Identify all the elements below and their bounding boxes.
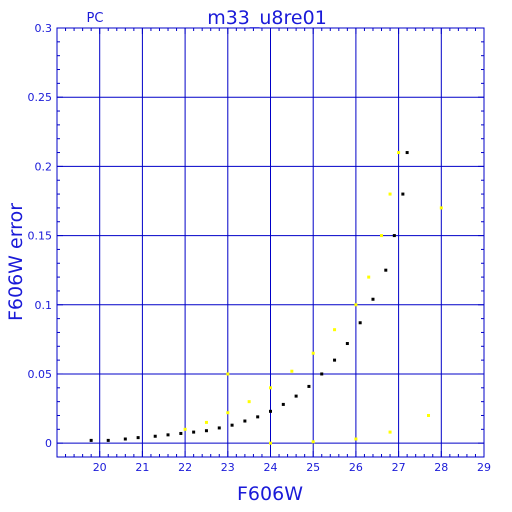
yellow-data-point — [183, 427, 187, 431]
y-tick-label: 0 — [45, 437, 52, 450]
black-data-point — [204, 429, 208, 433]
yellow-data-point — [354, 303, 358, 307]
yellow-data-point — [269, 386, 272, 390]
yellow-data-point — [367, 275, 371, 279]
black-data-point — [106, 438, 110, 442]
yellow-data-point — [247, 400, 251, 404]
black-data-point — [89, 438, 93, 442]
black-data-point — [307, 384, 311, 388]
data-points — [89, 151, 443, 445]
y-axis-label: F606W error — [5, 203, 27, 321]
tick-marks — [56, 27, 485, 457]
x-tick-label: 28 — [434, 461, 448, 474]
black-data-point — [401, 192, 405, 196]
yellow-data-point — [388, 430, 392, 434]
black-data-point — [281, 402, 285, 406]
x-tick-label: 23 — [221, 461, 235, 474]
x-tick-label: 29 — [477, 461, 491, 474]
y-tick-label: 0.3 — [35, 22, 53, 35]
black-data-point — [371, 297, 375, 301]
tick-labels: 20 21 22 23 24 25 26 27 28 29 0 0.05 0.1 0.15 0.2 0.25 0… — [28, 22, 492, 474]
y-tick-label: 0.15 — [28, 230, 53, 243]
x-tick-label: 21 — [135, 461, 149, 474]
black-data-point — [320, 372, 324, 376]
yellow-data-point — [226, 411, 230, 415]
yellow-data-point — [380, 234, 384, 238]
corner-label: PC — [87, 11, 104, 26]
yellow-data-point — [311, 351, 315, 355]
yellow-data-point — [204, 420, 208, 424]
black-data-point — [166, 433, 170, 437]
black-data-point — [192, 430, 196, 434]
black-data-point — [243, 419, 247, 423]
y-tick-label: 0.05 — [28, 368, 53, 381]
yellow-data-point — [226, 372, 230, 376]
black-data-point — [269, 409, 272, 413]
black-data-point — [358, 321, 362, 325]
black-data-point — [384, 268, 388, 272]
x-axis-label: F606W — [237, 483, 303, 505]
yellow-data-point — [354, 437, 358, 441]
black-data-point — [405, 151, 409, 155]
yellow-data-point — [269, 441, 272, 445]
yellow-data-point — [426, 413, 430, 417]
x-tick-label: 25 — [306, 461, 320, 474]
yellow-data-point — [388, 192, 392, 196]
black-data-point — [230, 423, 234, 427]
y-tick-label: 0.25 — [28, 91, 53, 104]
y-tick-label: 0.2 — [35, 160, 53, 173]
x-tick-label: 27 — [392, 461, 406, 474]
black-data-point — [333, 358, 337, 362]
black-data-point — [136, 436, 140, 440]
black-data-point — [294, 394, 298, 398]
x-tick-label: 24 — [264, 461, 278, 474]
yellow-data-point — [397, 151, 401, 155]
black-data-point — [179, 431, 183, 435]
black-data-point — [153, 434, 157, 438]
black-data-point — [256, 415, 260, 419]
x-tick-label: 22 — [178, 461, 192, 474]
black-data-point — [217, 426, 221, 430]
black-data-point — [123, 437, 127, 441]
x-tick-label: 20 — [93, 461, 107, 474]
chart-title: m33_u8re01 — [207, 7, 327, 29]
y-tick-label: 0.1 — [35, 299, 53, 312]
yellow-data-point — [311, 440, 315, 444]
x-tick-label: 26 — [349, 461, 363, 474]
yellow-data-point — [290, 369, 294, 373]
grid — [57, 27, 485, 457]
black-data-point — [392, 234, 396, 238]
black-data-point — [345, 342, 349, 346]
yellow-data-point — [333, 328, 337, 332]
yellow-data-point — [439, 206, 443, 210]
